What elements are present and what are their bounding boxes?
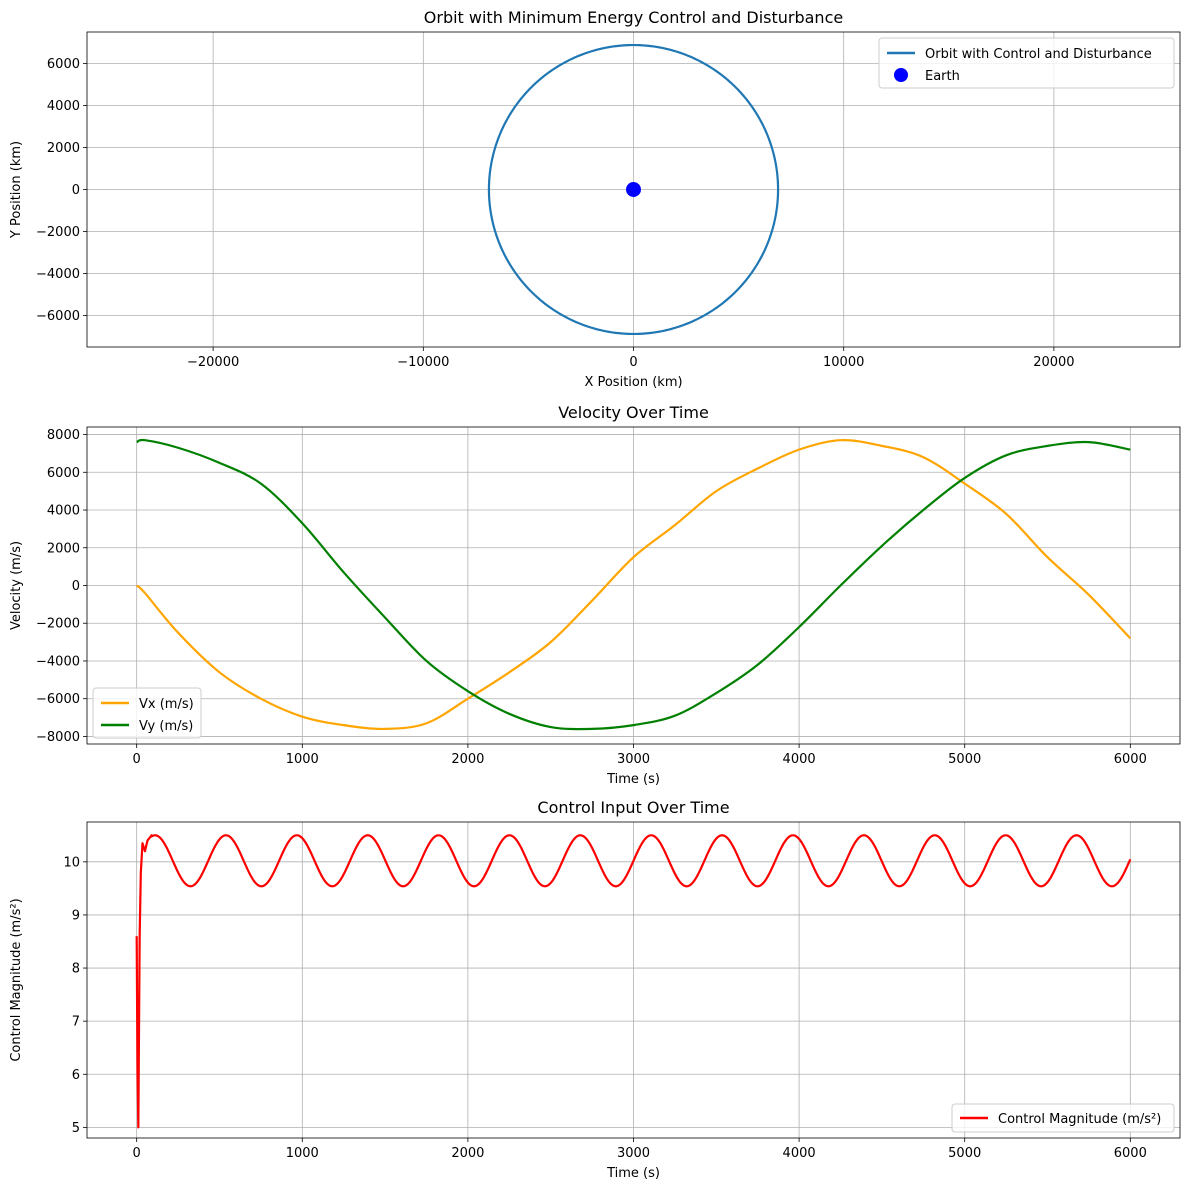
x-tick-label: 0: [133, 752, 141, 767]
y-tick-label: 8000: [47, 428, 80, 443]
velocity-panel: Velocity Over Time 0 1000 2000 3000 4000 5000…: [9, 403, 1181, 787]
orbit-panel: Orbit with Minimum Energy Control and Di…: [9, 8, 1181, 390]
control-legend-box: [951, 1103, 1175, 1133]
y-tick-label: 6000: [47, 57, 80, 72]
x-tick-label: 3000: [617, 1146, 650, 1161]
x-tick-label: 0: [629, 355, 637, 370]
orbit-legend: Orbit with Control and Disturbance Earth: [878, 37, 1175, 89]
y-tick-label: 2000: [47, 541, 80, 556]
x-tick-label: 4000: [783, 752, 816, 767]
velocity-y-axis-label: Velocity (m/s): [9, 541, 24, 630]
x-tick-label: 4000: [783, 1146, 816, 1161]
x-tick-label: 1000: [286, 1146, 319, 1161]
x-tick-label: −10000: [397, 355, 449, 370]
x-tick-label: 2000: [451, 1146, 484, 1161]
orbit-axes-frame: [86, 31, 1181, 348]
velocity-ticks: 0 1000 2000 3000 4000 5000 6000 −8000 −6000 −4000…: [36, 428, 1147, 767]
earth-marker: [626, 182, 641, 197]
velocity-chart-title: Velocity Over Time: [558, 403, 709, 422]
y-tick-label: −8000: [36, 730, 80, 745]
orbit-x-axis-label: X Position (km): [584, 375, 682, 390]
x-tick-label: 20000: [1033, 355, 1074, 370]
control-y-axis-label: Control Magnitude (m/s²): [9, 898, 24, 1061]
y-tick-label: 5: [72, 1121, 80, 1136]
y-tick-label: 0: [72, 579, 80, 594]
y-tick-label: 0: [72, 183, 80, 198]
control-ticks: 0 1000 2000 3000 4000 5000 6000 5 6 7 8 9 10: [63, 855, 1146, 1161]
y-tick-label: 8: [72, 962, 80, 977]
y-tick-label: 2000: [47, 141, 80, 156]
velocity-x-axis-label: Time (s): [606, 772, 660, 787]
control-legend: Control Magnitude (m/s²): [951, 1103, 1175, 1133]
velocity-axes-frame: [86, 426, 1181, 745]
control-series: [135, 834, 1132, 1129]
y-tick-label: 4000: [47, 99, 80, 114]
x-tick-label: 6000: [1114, 1146, 1147, 1161]
control-axes-frame: [86, 821, 1181, 1139]
orbit-series: [487, 43, 780, 336]
orbit-ticks: −20000 −10000 0 10000 20000−6000−4000−200002…: [36, 57, 1075, 370]
control-magnitude-line: [135, 834, 1132, 1129]
legend-swatch-earth-marker: [894, 68, 908, 82]
x-tick-label: 0: [133, 1146, 141, 1161]
control-chart-title: Control Input Over Time: [537, 798, 729, 817]
y-tick-label: −2000: [36, 617, 80, 632]
x-tick-label: 6000: [1114, 752, 1147, 767]
x-tick-label: 5000: [948, 752, 981, 767]
control-x-axis-label: Time (s): [606, 1166, 660, 1181]
legend-label-vx: Vx (m/s): [139, 697, 194, 712]
y-tick-label: 10: [63, 855, 80, 870]
x-tick-label: 2000: [451, 752, 484, 767]
velocity-legend: Vx (m/s) Vy (m/s): [92, 687, 202, 739]
x-tick-label: 10000: [823, 355, 864, 370]
velocity-grid: [87, 427, 1180, 744]
x-tick-label: −20000: [187, 355, 239, 370]
legend-label-control: Control Magnitude (m/s²): [998, 1112, 1161, 1127]
x-tick-label: 3000: [617, 752, 650, 767]
orbit-trajectory-line: [487, 43, 780, 336]
legend-label-earth: Earth: [925, 69, 960, 84]
y-tick-label: −6000: [36, 309, 80, 324]
x-tick-label: 5000: [948, 1146, 981, 1161]
y-tick-label: 6: [72, 1068, 80, 1083]
legend-label-vy: Vy (m/s): [139, 719, 193, 734]
y-tick-label: −6000: [36, 692, 80, 707]
vy-series-line: [136, 438, 1131, 731]
orbit-y-axis-label: Y Position (km): [9, 141, 24, 239]
orbit-legend-box: [878, 37, 1175, 89]
y-tick-label: 4000: [47, 504, 80, 519]
y-tick-label: −2000: [36, 225, 80, 240]
y-tick-label: −4000: [36, 654, 80, 669]
orbit-chart-title: Orbit with Minimum Energy Control and Di…: [424, 8, 843, 27]
y-tick-label: −4000: [36, 267, 80, 282]
y-tick-label: 6000: [47, 466, 80, 481]
y-tick-label: 9: [72, 908, 80, 923]
legend-label-orbit: Orbit with Control and Disturbance: [925, 47, 1152, 62]
control-panel: Control Input Over Time 0 1000 2000 3000 400…: [9, 798, 1181, 1181]
y-tick-label: 7: [72, 1015, 80, 1030]
x-tick-label: 1000: [286, 752, 319, 767]
velocity-series: [135, 438, 1132, 731]
